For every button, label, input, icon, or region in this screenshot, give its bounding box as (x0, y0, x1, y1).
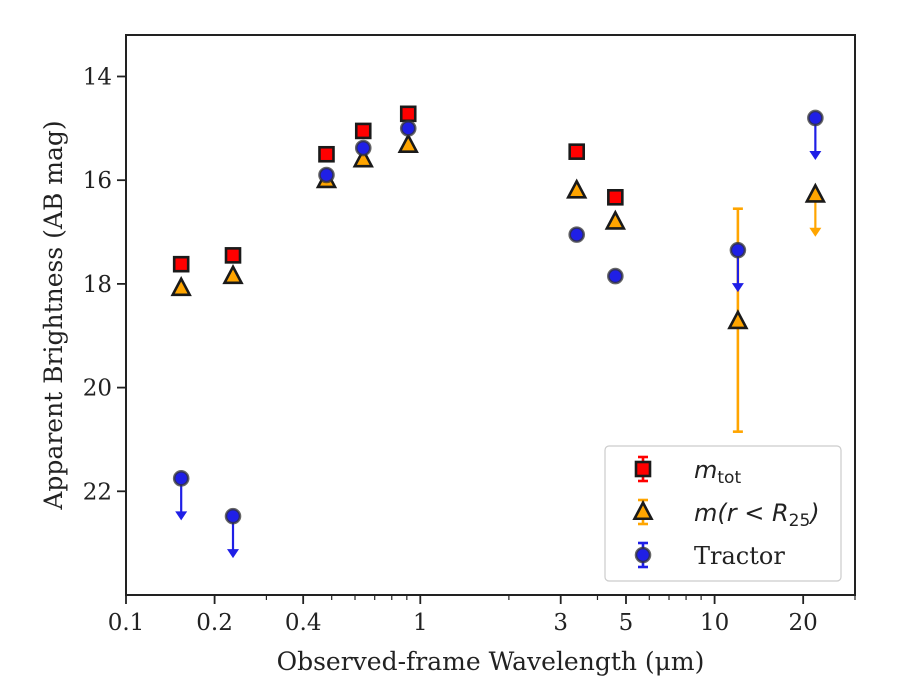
mr25-point (222, 264, 244, 285)
tractor-point (318, 166, 335, 184)
tractor-point (354, 139, 372, 157)
x-axis-label: Observed-frame Wavelength (μm) (277, 647, 705, 676)
x-tick-label: 10 (700, 610, 729, 636)
legend-marker (634, 546, 652, 564)
mr25-point (352, 147, 374, 168)
upper-limit-head (809, 227, 822, 237)
tractor-point (172, 470, 190, 487)
tractor-point (399, 120, 417, 137)
y-axis-label: Apparent Brightness (AB mag) (39, 120, 68, 510)
ticks-layer: 0.1 0.2 0.4 1 3 5 10 20 14 16 18 20 22 (83, 64, 856, 636)
legend-label: Tractor (694, 542, 785, 570)
tractor-point (224, 507, 242, 525)
mr25-point (804, 182, 827, 203)
mtot-point (354, 122, 372, 140)
legend-label: mtot (694, 456, 741, 488)
x-tick-label: 3 (553, 610, 568, 636)
legend-box (604, 445, 842, 582)
y-tick-label: 22 (83, 479, 112, 505)
legend-item-mtot: mtot (634, 455, 741, 488)
y-tick-label: 18 (83, 272, 112, 298)
mr25-point (397, 132, 419, 153)
upper-limit-head (175, 511, 188, 521)
mtot-point (568, 143, 586, 160)
tractor-point (607, 267, 624, 285)
series-mr25 (170, 132, 827, 433)
y-tick-label: 20 (83, 376, 112, 402)
mtot-point (224, 247, 242, 264)
x-tick-label: 5 (619, 610, 634, 636)
x-tick-label: 20 (789, 610, 818, 636)
series-tractor (172, 109, 824, 559)
mtot-point (607, 188, 624, 206)
mr25-point (604, 209, 626, 230)
legend-marker (632, 499, 654, 521)
legend-label: m(r < R25) (694, 499, 820, 531)
x-tick-label: 0.1 (108, 610, 145, 636)
x-tick-label: 0.2 (196, 610, 233, 636)
x-tick-label: 0.4 (285, 610, 322, 636)
marks-layer (170, 105, 827, 559)
series-mtot (172, 105, 624, 273)
mr25-point (727, 309, 749, 330)
mr25-point (566, 178, 588, 199)
y-tick-label: 16 (83, 168, 112, 194)
upper-limit-head (731, 283, 744, 293)
mtot-point (172, 255, 190, 273)
legend-item-mr25: m(r < R25) (632, 498, 820, 531)
tractor-point (568, 226, 586, 243)
legend-item-tractor: Tractor (634, 541, 785, 570)
mtot-point (318, 145, 335, 163)
x-tick-label: 1 (413, 610, 428, 636)
legend: mtot m(r < R25) Tractor (604, 445, 842, 582)
y-tick-label: 14 (83, 64, 112, 90)
mr25-point (170, 275, 192, 297)
upper-limit-head (227, 549, 240, 559)
legend-marker (634, 460, 652, 478)
upper-limit-head (809, 150, 822, 160)
plot-frame (125, 34, 856, 596)
tractor-point (729, 241, 747, 259)
mtot-point (399, 105, 417, 123)
tractor-point (807, 109, 824, 127)
